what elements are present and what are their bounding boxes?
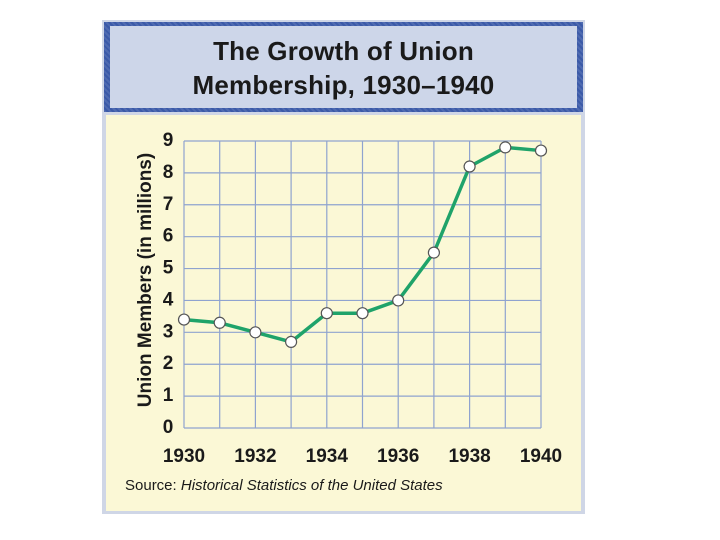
- data-point: [463, 160, 476, 173]
- data-point: [534, 144, 548, 157]
- y-tick-label: 9: [163, 130, 174, 151]
- data-point: [177, 313, 191, 326]
- grid: [183, 140, 542, 429]
- data-point: [320, 307, 333, 320]
- source-title: Historical Statistics of the United Stat…: [180, 477, 443, 494]
- x-tick-label: 1938: [448, 446, 490, 467]
- y-tick-label: 1: [163, 385, 174, 406]
- y-tick-label: 8: [163, 162, 174, 183]
- data-point: [427, 246, 440, 259]
- x-tick-label: 1934: [306, 446, 349, 467]
- source-prefix: Source:: [125, 477, 181, 494]
- axis-ticks: 0 1 2 3 4 5 6 7 8 9 1930 1932 1934 1936 1938 1940: [163, 130, 562, 467]
- y-tick-label: 3: [163, 321, 174, 342]
- x-tick-label: 1930: [163, 446, 205, 467]
- x-tick-label: 1932: [234, 446, 276, 467]
- x-tick-label: 1936: [377, 446, 419, 467]
- y-tick-label: 4: [163, 289, 174, 310]
- y-axis-label: Union Members (in millions): [135, 153, 156, 407]
- data-point: [285, 335, 298, 348]
- data-point: [392, 294, 405, 307]
- y-tick-label: 6: [163, 226, 174, 247]
- y-tick-label: 0: [163, 417, 174, 438]
- chart-title-line-1: The Growth of Union: [213, 36, 474, 66]
- data-point: [249, 326, 262, 339]
- data-point: [499, 141, 512, 154]
- y-tick-label: 5: [163, 258, 174, 279]
- chart-title-line-2: Membership, 1930–1940: [192, 70, 495, 100]
- source-note: Source: Historical Statistics of the Uni…: [125, 477, 443, 494]
- y-tick-label: 2: [163, 353, 174, 374]
- data-point: [213, 316, 226, 329]
- series-union-membership: [177, 141, 548, 348]
- x-tick-label: 1940: [520, 446, 562, 467]
- y-tick-label: 7: [163, 194, 174, 215]
- data-point: [356, 307, 369, 320]
- title-plate: [110, 26, 577, 108]
